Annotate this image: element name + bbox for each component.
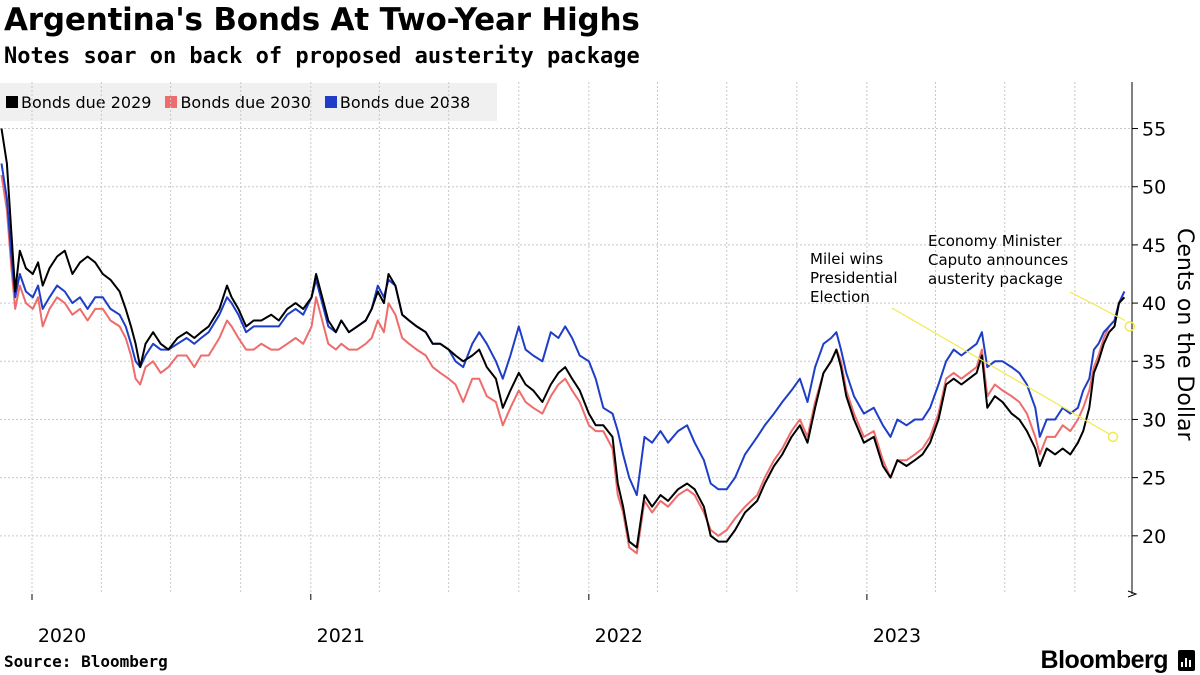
annotation-milei-line-1: Milei wins [810, 250, 883, 268]
y-axis-arrow [1127, 590, 1138, 598]
legend-item-2029: Bonds due 2029 [6, 93, 151, 112]
series-line-bonds-due-2029 [0, 128, 1126, 549]
annotation-milei-line-3: Election [810, 288, 870, 306]
chart-subtitle: Notes soar on back of proposed austerity… [4, 44, 640, 69]
annotation-milei-marker [1107, 431, 1119, 443]
y-axis-label: Cents on the Dollar [1172, 228, 1197, 442]
y-tick-label-25: 25 [1142, 468, 1166, 490]
annotation-caputo-line-1: Economy Minister [928, 232, 1063, 250]
legend-label-2029: Bonds due 2029 [21, 92, 152, 112]
series-line-bonds-due-2038 [0, 163, 1126, 497]
annotation-milei-leader [891, 307, 1110, 435]
legend-item-2030: Bonds due 2030 [165, 92, 311, 112]
x-tick-label-2022: 2022 [595, 625, 643, 647]
y-tick-label-20: 20 [1142, 526, 1166, 548]
legend: Bonds due 2029 Bonds due 2030 Bonds due … [0, 83, 497, 121]
annotation-caputo-line-2: Caputo announces [928, 251, 1068, 269]
bloomberg-wordmark: Bloomberg [1040, 646, 1169, 674]
chart-title: Argentina's Bonds At Two-Year Highs [4, 2, 640, 38]
y-tick-label-55: 55 [1142, 119, 1166, 141]
y-tick-label-40: 40 [1142, 293, 1166, 315]
source-note: Source: Bloomberg [4, 652, 168, 671]
annotation-caputo-marker [1124, 321, 1135, 332]
x-tick-label-2023: 2023 [873, 625, 921, 647]
y-tick-label-45: 45 [1142, 235, 1166, 257]
legend-swatch-2030 [165, 96, 178, 108]
annotation-milei-line-2: Presidential [810, 269, 898, 287]
legend-swatch-2038 [324, 96, 337, 108]
x-tick-label-2021: 2021 [317, 625, 365, 647]
y-tick-label-50: 50 [1142, 177, 1166, 199]
series-line-bonds-due-2030 [0, 174, 1126, 555]
legend-item-2038: Bonds due 2038 [324, 92, 471, 112]
legend-label-2030: Bonds due 2030 [180, 92, 311, 112]
legend-label-2038: Bonds due 2038 [339, 92, 471, 112]
annotation-caputo-line-3: austerity package [928, 270, 1063, 288]
bloomberg-terminal-icon [1178, 650, 1195, 671]
y-tick-label-30: 30 [1142, 409, 1166, 431]
x-tick-label-2020: 2020 [38, 625, 86, 647]
legend-swatch-2029 [6, 96, 18, 108]
y-tick-label-35: 35 [1142, 351, 1166, 373]
annotation-caputo-leader [1069, 291, 1125, 321]
